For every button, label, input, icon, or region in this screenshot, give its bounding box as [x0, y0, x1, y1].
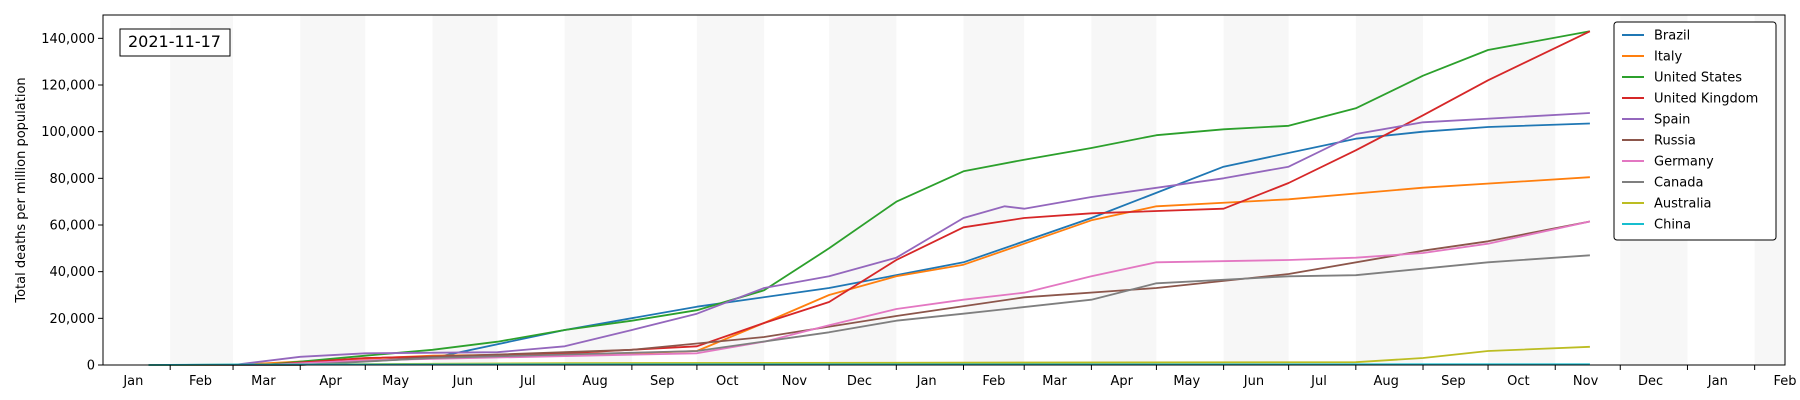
month-band	[1223, 15, 1289, 365]
series-line-united-states	[148, 30, 1591, 366]
month-band	[696, 15, 765, 365]
x-tick-label: Dec	[847, 374, 872, 389]
date-label: 2021-11-17	[128, 32, 221, 51]
date-box: 2021-11-17	[119, 28, 231, 57]
legend-label: Canada	[1654, 176, 1703, 191]
x-tick-label: Aug	[582, 374, 607, 389]
x-tick-label: Sep	[1441, 374, 1466, 389]
x-tick-label: Mar	[251, 374, 276, 389]
x-tick-label: Jul	[519, 374, 536, 389]
x-axis: Jan Feb Mar Apr May Jun Jul Aug Sep Oct Nov Dec Jan F…	[122, 365, 1797, 389]
month-band	[170, 15, 234, 365]
month-band	[963, 15, 1025, 365]
legend-label: Spain	[1654, 113, 1690, 128]
x-tick-label: May	[382, 374, 409, 389]
y-tick-label: 100,000	[41, 125, 95, 140]
legend-label: Russia	[1654, 134, 1696, 149]
series-line-canada	[148, 254, 1590, 366]
legend-label: Italy	[1654, 50, 1683, 65]
y-tick-label: 20,000	[50, 312, 96, 327]
x-tick-label: Jul	[1310, 374, 1327, 389]
x-tick-label: Jan	[1707, 374, 1728, 389]
month-shading	[170, 15, 1785, 365]
x-tick-label: Mar	[1042, 374, 1067, 389]
y-tick-label: 80,000	[50, 172, 96, 187]
y-tick-label: 40,000	[50, 265, 96, 280]
series-line-russia	[148, 220, 1591, 366]
legend-box	[1613, 21, 1777, 241]
x-tick-label: Nov	[782, 374, 808, 389]
x-tick-label: Apr	[319, 374, 342, 389]
y-tick-label: 0	[87, 359, 95, 374]
x-tick-label: Apr	[1110, 374, 1133, 389]
x-tick-label: Feb	[189, 374, 212, 389]
x-tick-label: Sep	[650, 374, 675, 389]
x-tick-label: Jan	[916, 374, 937, 389]
x-tick-label: Jun	[1243, 374, 1264, 389]
legend-label: United States	[1654, 71, 1742, 86]
legend-label: Brazil	[1654, 29, 1690, 44]
series-line-spain	[148, 112, 1590, 366]
x-tick-label: Oct	[1507, 374, 1529, 389]
month-band	[300, 15, 366, 365]
x-tick-label: Jan	[122, 374, 143, 389]
legend-label: Australia	[1654, 197, 1712, 212]
legend-label: United Kingdom	[1654, 92, 1758, 107]
x-tick-label: Nov	[1573, 374, 1599, 389]
x-tick-label: May	[1173, 374, 1200, 389]
x-tick-label: Feb	[1773, 374, 1796, 389]
x-tick-label: Aug	[1373, 374, 1398, 389]
y-tick-label: 140,000	[41, 32, 95, 47]
month-band	[564, 15, 632, 365]
month-band	[432, 15, 498, 365]
month-band	[1488, 15, 1556, 365]
y-tick-label: 120,000	[41, 79, 95, 94]
x-tick-label: Feb	[982, 374, 1005, 389]
series-lines	[148, 30, 1591, 366]
y-axis-label: Total deaths per million population	[14, 77, 29, 303]
series-line-germany	[148, 220, 1591, 366]
month-band	[829, 15, 897, 365]
y-axis: 0 20,000 40,000 60,000 80,000 100,000 120,000 1…	[41, 32, 103, 374]
x-tick-label: Dec	[1638, 374, 1663, 389]
legend-label: Germany	[1654, 155, 1714, 170]
legend: Brazil Italy United States United Kingdom Sp…	[1613, 21, 1777, 241]
y-tick-label: 60,000	[50, 219, 96, 234]
date-box-border	[119, 28, 231, 57]
x-tick-label: Jun	[452, 374, 473, 389]
plot-frame	[102, 14, 1786, 366]
x-tick-label: Oct	[716, 374, 738, 389]
legend-label: China	[1654, 218, 1691, 233]
